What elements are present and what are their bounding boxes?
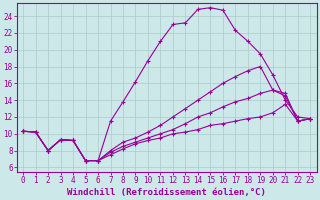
X-axis label: Windchill (Refroidissement éolien,°C): Windchill (Refroidissement éolien,°C) bbox=[67, 188, 266, 197]
